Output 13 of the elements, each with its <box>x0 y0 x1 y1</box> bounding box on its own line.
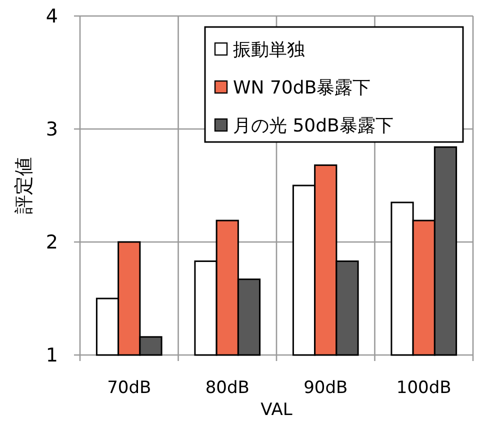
y-axis-title: 評定値 <box>13 157 35 214</box>
y-tick-label: 1 <box>46 344 58 367</box>
x-axis-title: VAL <box>260 400 293 420</box>
legend-label: 振動単独 <box>233 39 305 60</box>
legend-label: WN 70dB暴露下 <box>233 77 371 98</box>
y-tick-label: 2 <box>46 232 58 254</box>
legend-label: 月の光 50dB暴露下 <box>233 115 394 136</box>
x-tick-label: 80dB <box>205 378 250 398</box>
x-tick-label: 90dB <box>304 378 348 398</box>
y-tick-label: 4 <box>46 6 58 28</box>
x-tick-label: 70dB <box>107 378 152 398</box>
x-tick-label: 100dB <box>396 378 452 398</box>
y-tick-label: 3 <box>46 118 58 141</box>
